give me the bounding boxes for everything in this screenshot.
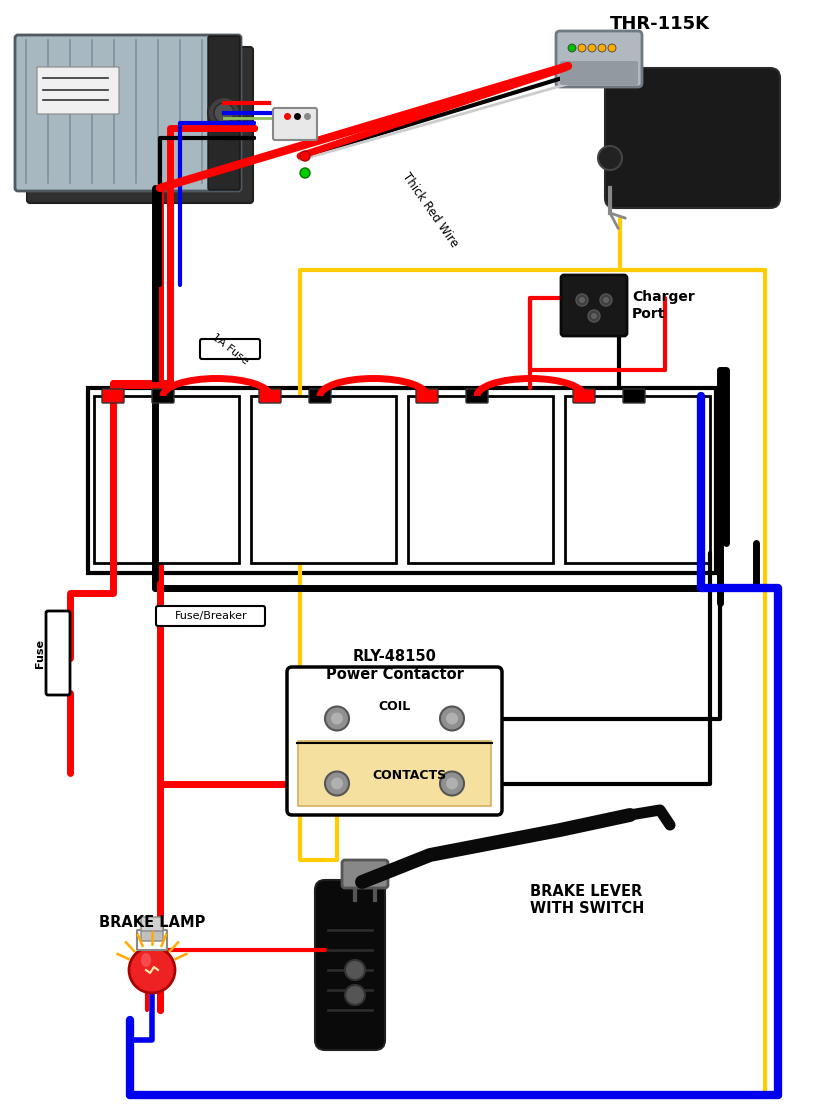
FancyBboxPatch shape bbox=[416, 389, 438, 403]
FancyBboxPatch shape bbox=[137, 930, 167, 950]
FancyBboxPatch shape bbox=[156, 606, 265, 626]
Ellipse shape bbox=[141, 953, 151, 966]
FancyBboxPatch shape bbox=[560, 61, 638, 85]
FancyBboxPatch shape bbox=[88, 388, 716, 573]
Text: Fuse/Breaker: Fuse/Breaker bbox=[175, 610, 247, 620]
FancyBboxPatch shape bbox=[315, 881, 385, 1050]
FancyBboxPatch shape bbox=[200, 339, 260, 359]
FancyBboxPatch shape bbox=[287, 667, 502, 815]
Circle shape bbox=[300, 151, 310, 161]
Circle shape bbox=[578, 44, 586, 52]
Circle shape bbox=[331, 712, 343, 724]
Circle shape bbox=[568, 44, 576, 52]
Text: RLY-48150: RLY-48150 bbox=[353, 650, 437, 664]
Text: Power Contactor: Power Contactor bbox=[326, 667, 463, 682]
Circle shape bbox=[331, 778, 343, 789]
FancyBboxPatch shape bbox=[565, 396, 710, 562]
Circle shape bbox=[300, 169, 310, 177]
FancyBboxPatch shape bbox=[27, 47, 253, 203]
FancyBboxPatch shape bbox=[152, 389, 174, 403]
Text: Thick Red Wire: Thick Red Wire bbox=[400, 171, 460, 250]
Circle shape bbox=[325, 706, 349, 731]
FancyBboxPatch shape bbox=[15, 35, 241, 191]
FancyBboxPatch shape bbox=[623, 389, 645, 403]
Text: COIL: COIL bbox=[379, 700, 410, 713]
Circle shape bbox=[576, 294, 588, 306]
Circle shape bbox=[598, 146, 622, 170]
Circle shape bbox=[345, 985, 365, 1006]
Circle shape bbox=[440, 706, 464, 731]
Circle shape bbox=[600, 294, 612, 306]
Circle shape bbox=[598, 44, 606, 52]
FancyBboxPatch shape bbox=[273, 108, 317, 140]
FancyBboxPatch shape bbox=[309, 389, 331, 403]
FancyBboxPatch shape bbox=[605, 68, 780, 208]
Text: Charger
Port: Charger Port bbox=[632, 290, 694, 320]
FancyBboxPatch shape bbox=[208, 36, 240, 190]
FancyBboxPatch shape bbox=[141, 917, 163, 931]
Circle shape bbox=[325, 771, 349, 796]
Circle shape bbox=[603, 297, 609, 304]
Circle shape bbox=[214, 103, 234, 123]
Circle shape bbox=[446, 712, 458, 724]
FancyBboxPatch shape bbox=[561, 275, 627, 336]
FancyBboxPatch shape bbox=[94, 396, 239, 562]
FancyBboxPatch shape bbox=[556, 31, 642, 87]
Text: THR-115K: THR-115K bbox=[610, 15, 710, 33]
Circle shape bbox=[129, 947, 175, 993]
FancyBboxPatch shape bbox=[408, 396, 553, 562]
Circle shape bbox=[446, 778, 458, 789]
FancyBboxPatch shape bbox=[141, 929, 163, 941]
Text: 1A Fuse: 1A Fuse bbox=[210, 331, 251, 366]
FancyBboxPatch shape bbox=[46, 610, 70, 695]
FancyBboxPatch shape bbox=[102, 389, 124, 403]
Circle shape bbox=[440, 771, 464, 796]
FancyBboxPatch shape bbox=[259, 389, 281, 403]
Circle shape bbox=[591, 312, 597, 319]
FancyBboxPatch shape bbox=[573, 389, 595, 403]
Text: Fuse: Fuse bbox=[35, 638, 45, 667]
Polygon shape bbox=[620, 78, 770, 198]
FancyBboxPatch shape bbox=[251, 396, 396, 562]
Circle shape bbox=[345, 960, 365, 980]
Circle shape bbox=[579, 297, 585, 304]
Text: BRAKE LEVER
WITH SWITCH: BRAKE LEVER WITH SWITCH bbox=[530, 884, 645, 916]
FancyBboxPatch shape bbox=[342, 860, 388, 888]
Circle shape bbox=[208, 97, 240, 129]
Circle shape bbox=[588, 44, 596, 52]
FancyBboxPatch shape bbox=[466, 389, 488, 403]
FancyBboxPatch shape bbox=[298, 741, 491, 806]
Text: CONTACTS: CONTACTS bbox=[372, 769, 446, 782]
Circle shape bbox=[588, 310, 600, 323]
Circle shape bbox=[608, 44, 616, 52]
Text: BRAKE LAMP: BRAKE LAMP bbox=[99, 915, 205, 930]
FancyBboxPatch shape bbox=[37, 67, 119, 114]
